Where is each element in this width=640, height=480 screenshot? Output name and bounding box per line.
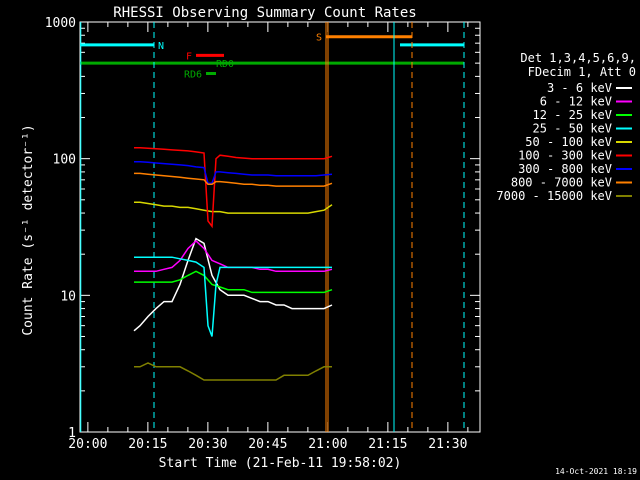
y-tick-label: 10 (60, 289, 76, 304)
legend-entry-label: 7000 - 15000 keV (496, 189, 612, 203)
x-tick-label: 21:15 (368, 437, 407, 452)
x-tick-label: 20:15 (128, 437, 167, 452)
legend-entry-label: 3 - 6 keV (547, 81, 612, 95)
flag-label-rd6: RD6 (184, 69, 202, 80)
flag-label-s: S (316, 33, 322, 44)
series-line (134, 160, 333, 185)
legend-entry-label: 300 - 800 keV (518, 162, 612, 176)
x-tick-label: 21:30 (428, 437, 467, 452)
legend-entry-label: 6 - 12 keV (540, 95, 612, 109)
series-line (134, 362, 332, 381)
series-line (134, 256, 332, 337)
x-tick-label: 20:30 (188, 437, 227, 452)
legend: Det 1,3,4,5,6,9,FDecim 1, Att 0 3 - 6 keV… (496, 51, 636, 203)
legend-entry-label: 12 - 25 keV (533, 108, 612, 122)
y-tick-label: 1 (68, 426, 76, 441)
x-tick-label: 20:00 (68, 437, 107, 452)
footer-date: 14-Oct-2021 18:19 (555, 467, 637, 476)
legend-header: FDecim 1, Att 0 (528, 65, 636, 79)
series-line (134, 201, 333, 214)
series-line (134, 147, 333, 229)
x-axis-label: Start Time (21-Feb-11 19:58:02) (159, 456, 402, 471)
legend-entry-label: 100 - 300 keV (518, 149, 612, 163)
legend-entry-label: 50 - 100 keV (525, 135, 612, 149)
flag-label-f: F (186, 51, 192, 62)
y-tick-label: 100 (53, 153, 76, 168)
series-line (134, 270, 333, 294)
series-line (134, 172, 333, 187)
legend-entry-label: 800 - 7000 keV (511, 176, 612, 190)
x-tick-label: 21:00 (308, 437, 347, 452)
legend-header: Det 1,3,4,5,6,9, (520, 51, 636, 65)
y-axis-label: Count Rate (s⁻¹ detector⁻¹) (21, 124, 36, 335)
x-tick-label: 20:45 (248, 437, 287, 452)
legend-entry-label: 25 - 50 keV (533, 122, 612, 136)
flag-label-n: N (158, 41, 164, 52)
chart-title: RHESSI Observing Summary Count Rates (113, 5, 416, 21)
y-tick-label: 1000 (45, 16, 76, 31)
series-line (133, 237, 333, 332)
flag-label-rd0: RD0 (216, 59, 234, 70)
plot-frame (79, 21, 481, 433)
